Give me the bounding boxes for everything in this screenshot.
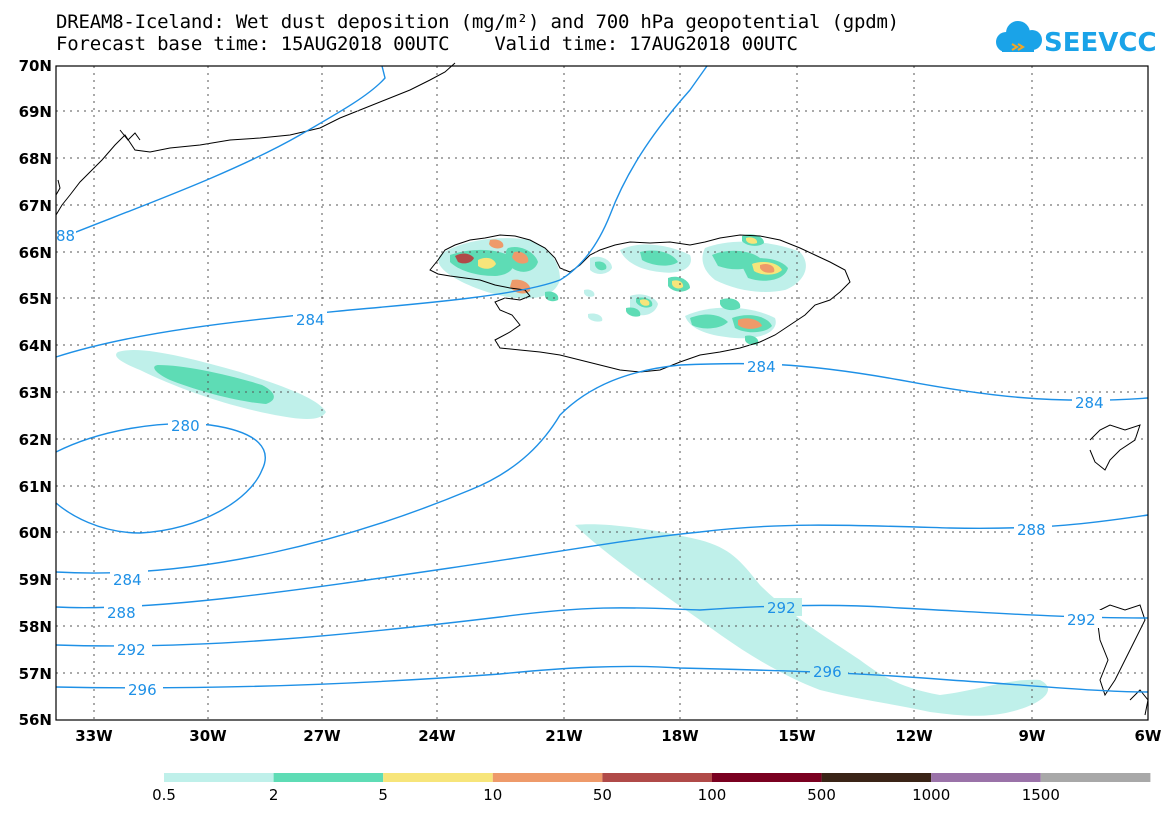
lat-label: 60N — [19, 524, 52, 542]
legend-swatch — [602, 773, 712, 782]
contour-label: 292 — [117, 641, 146, 659]
legend-label: 5 — [378, 786, 388, 804]
legend-colorbar: 0.5 2 5 10 50 100 500 1000 1500 — [152, 773, 1151, 804]
contour-label: 284 — [113, 571, 142, 589]
map-frame — [55, 65, 1149, 721]
lon-label: 6W — [1135, 727, 1162, 745]
legend-label: 100 — [698, 786, 727, 804]
lat-label: 70N — [19, 57, 52, 75]
contour-label: 292 — [767, 599, 796, 617]
legend-label: 0.5 — [152, 786, 176, 804]
lat-label: 68N — [19, 150, 52, 168]
lon-label: 18W — [661, 727, 699, 745]
chart-subtitle-times: Forecast base time: 15AUG2018 00UTC Vali… — [56, 33, 798, 55]
cloud-icon — [996, 21, 1042, 52]
lon-label: 33W — [75, 727, 113, 745]
contour-label: 284 — [1075, 394, 1104, 412]
lat-label: 57N — [19, 665, 52, 683]
contour-label: 288 — [107, 604, 136, 622]
dust-shading — [116, 234, 1049, 716]
coastlines — [55, 62, 1149, 716]
lat-label: 59N — [19, 571, 52, 589]
lat-label: 67N — [19, 197, 52, 215]
legend-swatch — [931, 773, 1041, 782]
contour-label: 292 — [1067, 611, 1096, 629]
legend-label: 500 — [807, 786, 836, 804]
lon-label: 9W — [1019, 727, 1046, 745]
contour-label: 296 — [813, 663, 842, 681]
lon-label: 21W — [545, 727, 583, 745]
lat-label: 58N — [19, 618, 52, 636]
legend-swatch — [821, 773, 932, 782]
lon-label: 27W — [303, 727, 341, 745]
lon-label: 15W — [778, 727, 816, 745]
lon-label: 30W — [189, 727, 227, 745]
contour-label: 284 — [747, 358, 776, 376]
contour-label: 296 — [128, 681, 157, 699]
contour-label: 280 — [171, 417, 200, 435]
contour-labels: 88 284 280 284 288 292 296 284 284 288 2… — [54, 226, 1110, 699]
lat-label: 66N — [19, 244, 52, 262]
lat-label: 64N — [19, 337, 52, 355]
lon-label: 12W — [895, 727, 933, 745]
seevccc-logo: SEEVCCC — [996, 21, 1155, 58]
contour-label: 284 — [296, 311, 325, 329]
lat-label: 65N — [19, 290, 52, 308]
lat-label: 69N — [19, 103, 52, 121]
latitude-labels: 70N 69N 68N 67N 66N 65N 64N 63N 62N 61N … — [19, 57, 52, 729]
legend-swatch — [712, 773, 822, 782]
lat-label: 62N — [19, 431, 52, 449]
chart-title: DREAM8-Iceland: Wet dust deposition (mg/… — [56, 11, 899, 33]
logo-text: SEEVCCC — [1044, 28, 1155, 58]
geopotential-contours — [55, 65, 1149, 693]
legend-label: 50 — [593, 786, 612, 804]
lon-label: 24W — [418, 727, 456, 745]
lat-label: 56N — [19, 711, 52, 729]
legend-label: 2 — [269, 786, 279, 804]
legend-label: 10 — [483, 786, 502, 804]
contour-label: 288 — [1017, 521, 1046, 539]
longitude-labels: 33W 30W 27W 24W 21W 18W 15W 12W 9W 6W — [75, 727, 1162, 745]
contour-label: 88 — [56, 227, 75, 245]
legend-swatch — [383, 773, 493, 782]
legend-swatch — [273, 773, 384, 782]
legend-swatch — [164, 773, 274, 782]
lat-label: 63N — [19, 384, 52, 402]
graticule — [56, 66, 1148, 720]
legend-label: 1500 — [1022, 786, 1060, 804]
legend-swatch — [492, 773, 603, 782]
legend-label: 1000 — [912, 786, 950, 804]
lat-label: 61N — [19, 478, 52, 496]
legend-swatch — [1040, 773, 1151, 782]
